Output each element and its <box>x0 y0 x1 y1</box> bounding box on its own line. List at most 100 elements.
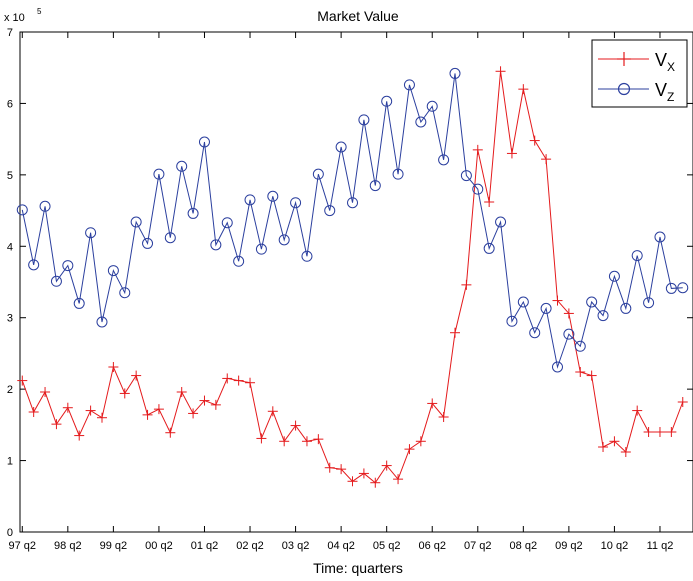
x-tick-label: 04 q2 <box>327 540 355 552</box>
data-point-vz <box>608 270 620 282</box>
x-tick-label: 10 q2 <box>601 540 629 552</box>
legend-label-vz: VZ <box>655 80 674 104</box>
chart-title: Market Value <box>317 8 399 24</box>
data-point-vz <box>28 259 40 271</box>
data-point-vx <box>484 197 495 207</box>
data-point-vz <box>62 260 74 272</box>
data-point-vx <box>677 397 688 407</box>
series-line-vz <box>21 73 683 369</box>
data-point-vx <box>199 395 210 406</box>
legend-label-vz-main: V <box>655 80 667 100</box>
data-point-vz <box>347 197 359 209</box>
x-tick-label: 08 q2 <box>510 540 538 552</box>
x-axis-label: Time: quarters <box>313 560 403 576</box>
data-point-vx <box>142 409 153 420</box>
data-point-vz <box>142 237 154 249</box>
data-point-vx <box>427 398 438 409</box>
data-point-vz <box>631 250 643 262</box>
data-point-vx <box>324 462 335 473</box>
legend-marker-vx <box>617 52 631 66</box>
x-tick-label: 98 q2 <box>54 540 82 552</box>
data-point-vz <box>267 190 279 202</box>
legend: VX VZ <box>591 39 688 108</box>
data-point-vx <box>654 427 665 437</box>
data-point-vx <box>347 476 358 487</box>
y-tick-label: 7 <box>7 27 13 39</box>
legend-label-vx-sub: X <box>667 60 675 74</box>
data-point-vz <box>335 141 347 153</box>
data-point-vx <box>256 433 267 444</box>
data-point-vz <box>96 316 108 328</box>
data-point-vz <box>301 250 313 262</box>
data-point-vx <box>290 420 301 431</box>
data-point-vz <box>198 136 210 148</box>
data-point-vz <box>597 310 609 322</box>
legend-label-vz-sub: Z <box>667 90 674 104</box>
data-point-vz <box>551 361 563 373</box>
data-point-vx <box>96 412 107 423</box>
data-point-vz <box>403 79 415 91</box>
data-point-vz <box>563 328 575 340</box>
data-point-vx <box>438 412 449 422</box>
data-point-vx <box>267 406 278 417</box>
data-point-vx <box>472 144 483 155</box>
series-layer <box>16 66 689 488</box>
data-point-vz <box>449 67 461 79</box>
data-point-vx <box>176 387 187 397</box>
data-point-vx <box>85 405 96 416</box>
data-point-vz <box>244 194 256 206</box>
data-point-vz <box>312 168 324 180</box>
x-tick-label: 07 q2 <box>464 540 492 552</box>
legend-box <box>591 39 688 108</box>
data-point-vx <box>609 436 620 447</box>
data-point-vx <box>131 370 142 381</box>
data-point-vz <box>495 216 507 228</box>
data-point-vz <box>540 302 552 314</box>
data-point-vz <box>369 180 381 192</box>
data-point-vx <box>153 404 164 415</box>
x-axis: 97 q2 98 q2 99 q2 00 q2 01 q2 02 q2 03 q2 04 q2… <box>9 32 673 552</box>
series-vx <box>17 66 688 488</box>
data-point-vz <box>153 168 165 180</box>
data-point-vx <box>62 402 73 413</box>
data-point-vz <box>85 227 97 239</box>
x-tick-label: 02 q2 <box>236 540 264 552</box>
data-point-vz <box>221 217 233 229</box>
data-point-vz <box>50 275 62 287</box>
data-point-vx <box>210 399 221 410</box>
data-point-vx <box>28 407 39 417</box>
data-point-vz <box>620 302 632 314</box>
x-tick-label: 06 q2 <box>418 540 446 552</box>
data-point-vz <box>278 234 290 246</box>
y-tick-label: 1 <box>7 456 13 468</box>
data-point-vx <box>336 464 347 475</box>
x-tick-label: 00 q2 <box>145 540 173 552</box>
legend-marker-vz <box>617 82 631 96</box>
data-point-vz <box>210 239 222 251</box>
y-tick-label: 3 <box>7 313 13 325</box>
data-point-vz <box>381 95 393 107</box>
y-tick-label: 2 <box>7 384 13 396</box>
data-point-vx <box>620 447 631 457</box>
data-point-vx <box>461 279 472 290</box>
legend-label-vx-main: V <box>655 50 667 70</box>
data-point-vx <box>575 367 586 377</box>
data-point-vx <box>529 135 540 146</box>
data-point-vz <box>677 282 689 294</box>
data-point-vx <box>518 84 529 95</box>
data-point-vz <box>426 100 438 112</box>
data-point-vx <box>381 460 392 471</box>
data-point-vx <box>17 375 28 386</box>
data-point-vx <box>563 308 574 319</box>
data-point-vx <box>222 373 233 384</box>
data-point-vz <box>665 282 677 294</box>
y-exponent-power: 5 <box>37 7 42 16</box>
data-point-vz <box>233 255 245 267</box>
x-tick-label: 05 q2 <box>373 540 401 552</box>
data-point-vx <box>393 474 404 485</box>
data-point-vz <box>415 116 427 128</box>
data-point-vz <box>73 297 85 309</box>
data-point-vz <box>574 340 586 352</box>
data-point-vx <box>301 436 312 447</box>
